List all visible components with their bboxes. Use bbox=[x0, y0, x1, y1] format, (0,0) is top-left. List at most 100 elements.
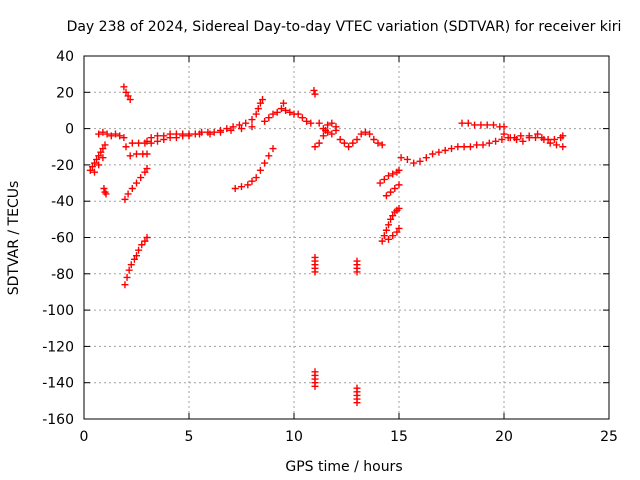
data-point bbox=[210, 128, 218, 136]
data-point bbox=[196, 130, 203, 138]
data-point bbox=[485, 139, 493, 147]
data-point bbox=[416, 157, 424, 165]
data-point bbox=[256, 99, 264, 107]
y-tick-label: 40 bbox=[56, 49, 74, 65]
data-point bbox=[143, 234, 151, 241]
data-point bbox=[328, 119, 336, 127]
data-point bbox=[460, 143, 468, 151]
data-point bbox=[395, 181, 403, 189]
data-point bbox=[122, 143, 130, 151]
data-point bbox=[380, 232, 388, 240]
data-point bbox=[107, 132, 115, 140]
data-point bbox=[471, 121, 479, 129]
data-point bbox=[166, 134, 174, 142]
data-point bbox=[500, 130, 508, 138]
data-point bbox=[477, 121, 485, 129]
series-arc-21-23-b bbox=[525, 132, 567, 143]
data-point bbox=[254, 105, 262, 113]
data-point bbox=[303, 117, 311, 125]
data-point bbox=[248, 177, 256, 185]
data-point bbox=[429, 150, 437, 158]
data-point bbox=[311, 382, 319, 390]
data-point bbox=[227, 126, 235, 134]
data-point bbox=[311, 268, 319, 276]
data-point bbox=[307, 119, 315, 127]
data-point bbox=[349, 139, 357, 147]
data-point bbox=[265, 152, 273, 160]
data-point bbox=[121, 195, 129, 203]
data-point bbox=[99, 145, 107, 153]
data-point bbox=[248, 123, 256, 131]
data-point bbox=[345, 143, 353, 151]
data-point bbox=[532, 134, 539, 142]
data-point bbox=[93, 155, 101, 163]
data-point bbox=[553, 141, 560, 149]
data-point bbox=[374, 139, 382, 147]
data-point bbox=[479, 141, 487, 149]
data-point bbox=[102, 190, 110, 198]
y-tick-label: -100 bbox=[42, 303, 74, 319]
data-point bbox=[121, 281, 129, 289]
data-point bbox=[160, 135, 168, 143]
data-point bbox=[86, 166, 94, 174]
data-point bbox=[332, 126, 340, 134]
data-point bbox=[319, 125, 327, 133]
x-tick-label: 0 bbox=[80, 429, 89, 445]
x-tick-label: 25 bbox=[600, 429, 618, 445]
data-point bbox=[389, 212, 397, 220]
data-point bbox=[99, 154, 107, 162]
data-point bbox=[238, 183, 245, 191]
data-point bbox=[97, 148, 105, 156]
series-arc-13h-75 bbox=[353, 257, 361, 276]
data-point bbox=[385, 172, 392, 180]
data-point bbox=[133, 252, 140, 260]
data-point bbox=[124, 92, 132, 100]
data-point bbox=[120, 83, 128, 91]
data-point bbox=[422, 154, 430, 162]
series-arc-11h-72 bbox=[311, 253, 319, 276]
y-tick-label: -140 bbox=[42, 376, 74, 392]
x-axis: 0 5 10 15 20 25 bbox=[80, 56, 618, 445]
data-point bbox=[120, 134, 128, 142]
data-point bbox=[517, 132, 525, 140]
data-point bbox=[280, 99, 287, 107]
data-point bbox=[294, 110, 302, 118]
series-arc-start-cluster bbox=[86, 141, 109, 176]
data-point bbox=[410, 159, 418, 167]
y-tick-label: -60 bbox=[51, 231, 74, 247]
data-point bbox=[389, 232, 397, 240]
series-arc-18-20-top bbox=[458, 119, 508, 131]
data-point bbox=[273, 108, 281, 116]
data-point bbox=[91, 159, 98, 167]
data-point bbox=[441, 146, 449, 154]
x-axis-label: GPS time / hours bbox=[285, 459, 402, 475]
data-point bbox=[185, 132, 193, 140]
data-point bbox=[336, 135, 344, 143]
data-point bbox=[256, 166, 264, 174]
data-point bbox=[389, 170, 397, 178]
data-point bbox=[353, 399, 361, 407]
data-point bbox=[135, 246, 143, 254]
data-point bbox=[361, 128, 369, 136]
series-arc-14-15-c bbox=[382, 181, 403, 200]
data-point bbox=[328, 130, 336, 138]
data-point bbox=[229, 123, 237, 131]
chart-title: Day 238 of 2024, Sidereal Day-to-day VTE… bbox=[67, 19, 622, 35]
data-point bbox=[128, 139, 136, 147]
data-point bbox=[366, 130, 374, 138]
data-point bbox=[393, 228, 401, 236]
data-point bbox=[473, 141, 481, 149]
data-point bbox=[248, 116, 256, 124]
data-point bbox=[242, 119, 250, 127]
data-point bbox=[559, 143, 567, 151]
data-point bbox=[315, 139, 323, 147]
data-point bbox=[546, 139, 554, 147]
data-point bbox=[141, 168, 149, 176]
series-arc-15-19 bbox=[397, 132, 525, 167]
x-tick-label: 20 bbox=[495, 429, 513, 445]
data-point bbox=[112, 130, 119, 138]
y-tick-label: -120 bbox=[42, 339, 74, 355]
x-tick-label: 15 bbox=[390, 429, 408, 445]
data-point bbox=[99, 128, 107, 136]
